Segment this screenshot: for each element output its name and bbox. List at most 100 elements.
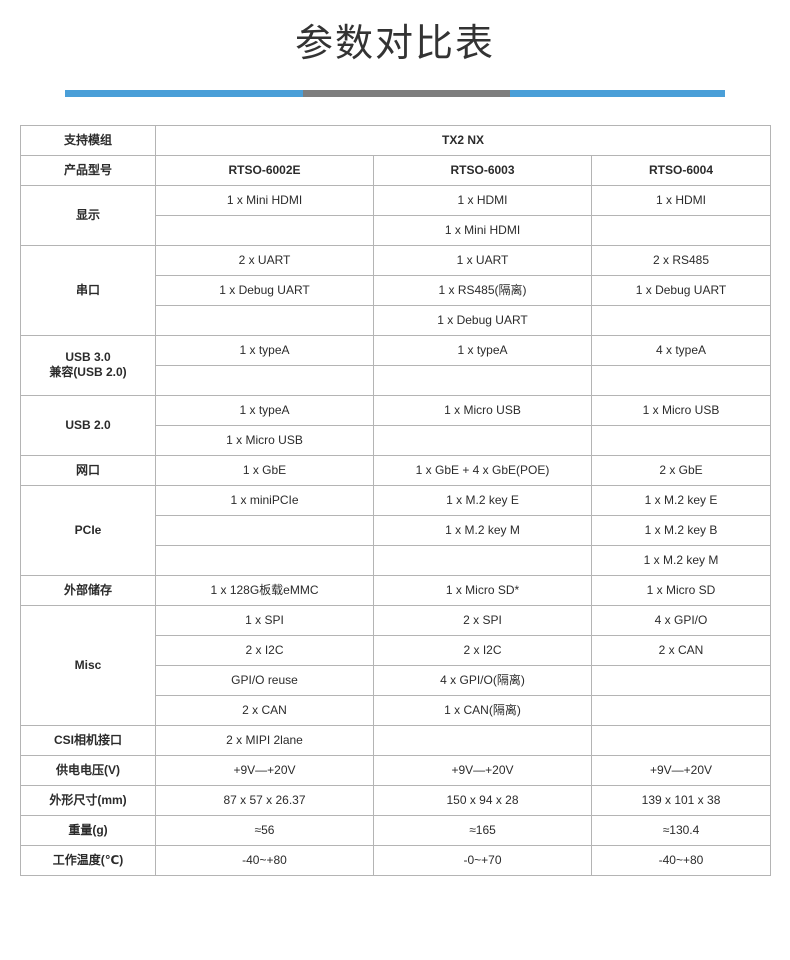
cell-r5-1-c1: 1 x GbE [155,454,374,486]
table-row: 供电电压(V) +9V—+20V +9V—+20V +9V—+20V [20,754,772,786]
cell-r8-2-c3: 2 x CAN [590,634,772,666]
title-section: 参数对比表 [0,0,790,68]
cell-r2-3-c3 [590,304,772,336]
accent-segment-middle [302,89,511,97]
cell-r3-2-c3 [590,364,772,396]
cell-r8-2-c1: 2 x I2C [155,634,374,666]
row-label-13: 工作温度(℃) [20,844,156,876]
cell-r8-1-c2: 2 x SPI [373,604,592,636]
table-row: 1 x Debug UART 1 x RS485(隔离) 1 x Debug UAR… [21,274,772,306]
table-row: 2 x CAN 1 x CAN(隔离) [21,694,772,726]
cell-r6-3-c3: 1 x M.2 key M [590,544,772,576]
spec-table-wrapper: 支持模组 TX2 NX 产品型号 RTSO-6002E RTSO-6003 RTSO-60… [20,124,772,876]
page-title: 参数对比表 [294,23,495,65]
table-row: 1 x M.2 key M [21,544,772,576]
cell-r1-1-c2: 1 x HDMI [373,184,592,216]
cell-r1-2-c2: 1 x Mini HDMI [373,214,592,246]
model-header-1: RTSO-6002E [155,154,374,186]
cell-r6-3-c2 [373,544,592,576]
table-row: 2 x I2C 2 x I2C 2 x CAN [21,634,772,666]
cell-r2-1-c2: 1 x UART [373,244,592,276]
row-label-5: 网口 [20,454,156,486]
cell-r10-1-c1: +9V—+20V [155,754,374,786]
cell-r5-1-c2: 1 x GbE + 4 x GbE(POE) [373,454,592,486]
table-header-module-row: 支持模组 TX2 NX [20,124,772,156]
cell-r13-1-c2: -0~+70 [373,844,592,876]
table-row: 外形尺寸(mm) 87 x 57 x 26.37 150 x 94 x 28 139 … [20,784,772,816]
row-label-line-1: USB 3.0 [65,350,111,365]
cell-r7-1-c1: 1 x 128G板载eMMC [155,574,374,606]
cell-r3-1-c1: 1 x typeA [155,334,374,366]
cell-r12-1-c1: ≈56 [155,814,374,846]
table-header-model-row: 产品型号 RTSO-6002E RTSO-6003 RTSO-6004 [20,154,772,186]
cell-r7-1-c2: 1 x Micro SD* [373,574,592,606]
cell-r3-2-c2 [373,364,592,396]
table-row: 1 x Micro USB [21,424,772,456]
cell-r11-1-c2: 150 x 94 x 28 [373,784,592,816]
row-label-8: Misc [20,604,156,726]
cell-r2-2-c1: 1 x Debug UART [155,274,374,306]
cell-r13-1-c3: -40~+80 [590,844,772,876]
cell-r4-1-c3: 1 x Micro USB [590,394,772,426]
cell-r2-2-c3: 1 x Debug UART [590,274,772,306]
row-label-module: 支持模组 [20,124,156,156]
cell-r4-1-c2: 1 x Micro USB [373,394,592,426]
cell-r8-1-c1: 1 x SPI [155,604,374,636]
cell-r7-1-c3: 1 x Micro SD [590,574,772,606]
cell-r2-3-c2: 1 x Debug UART [373,304,592,336]
table-row: USB 3.0 兼容(USB 2.0) 1 x typeA 1 x typeA 4 x … [20,334,772,396]
cell-r13-1-c1: -40~+80 [155,844,374,876]
cell-r6-1-c1: 1 x miniPCIe [155,484,374,516]
cell-r6-2-c2: 1 x M.2 key M [373,514,592,546]
table-row [21,364,772,396]
cell-r8-4-c2: 1 x CAN(隔离) [373,694,592,726]
cell-r6-2-c3: 1 x M.2 key B [590,514,772,546]
row-label-2: 串口 [20,244,156,336]
cell-r1-1-c1: 1 x Mini HDMI [155,184,374,216]
row-label-3: USB 3.0 兼容(USB 2.0) [20,334,156,396]
cell-r2-1-c3: 2 x RS485 [590,244,772,276]
row-label-7: 外部储存 [20,574,156,606]
cell-r1-1-c3: 1 x HDMI [590,184,772,216]
cell-r9-1-c3 [590,724,772,756]
table-row: 外部储存 1 x 128G板载eMMC 1 x Micro SD* 1 x Micro… [20,574,772,606]
cell-r8-3-c1: GPI/O reuse [155,664,374,696]
row-label-1: 显示 [20,184,156,246]
cell-r6-2-c1 [155,514,374,546]
table-row: 串口 2 x UART 1 x UART 2 x RS485 [20,244,772,336]
row-label-model: 产品型号 [20,154,156,186]
cell-r12-1-c2: ≈165 [373,814,592,846]
cell-r5-1-c3: 2 x GbE [590,454,772,486]
row-label-11: 外形尺寸(mm) [20,784,156,816]
module-name-cell: TX2 NX [154,124,772,156]
cell-r3-1-c2: 1 x typeA [373,334,592,366]
cell-r2-3-c1 [155,304,374,336]
spec-table-body: 支持模组 TX2 NX 产品型号 RTSO-6002E RTSO-6003 RTSO-60… [20,124,772,876]
row-label-12: 重量(g) [20,814,156,846]
cell-r6-1-c2: 1 x M.2 key E [373,484,592,516]
row-label-4: USB 2.0 [20,394,156,456]
cell-r8-4-c1: 2 x CAN [155,694,374,726]
cell-r10-1-c3: +9V—+20V [590,754,772,786]
cell-r9-1-c1: 2 x MIPI 2lane [155,724,374,756]
cell-r3-1-c3: 4 x typeA [590,334,772,366]
cell-r12-1-c3: ≈130.4 [590,814,772,846]
table-row: GPI/O reuse 4 x GPI/O(隔离) [21,664,772,696]
row-label-10: 供电电压(V) [20,754,156,786]
cell-r8-2-c2: 2 x I2C [373,634,592,666]
cell-r9-1-c2 [373,724,592,756]
cell-r1-2-c1 [155,214,374,246]
cell-r11-1-c3: 139 x 101 x 38 [590,784,772,816]
table-row: 重量(g) ≈56 ≈165 ≈130.4 [20,814,772,846]
cell-r4-2-c2 [373,424,592,456]
cell-r6-3-c1 [155,544,374,576]
cell-r2-1-c1: 2 x UART [155,244,374,276]
cell-r3-2-c1 [155,364,374,396]
cell-r8-3-c2: 4 x GPI/O(隔离) [373,664,592,696]
cell-r1-2-c3 [590,214,772,246]
table-row: 1 x Debug UART [21,304,772,336]
spec-comparison-table: 支持模组 TX2 NX 产品型号 RTSO-6002E RTSO-6003 RTSO-60… [20,124,772,876]
cell-r4-2-c1: 1 x Micro USB [155,424,374,456]
